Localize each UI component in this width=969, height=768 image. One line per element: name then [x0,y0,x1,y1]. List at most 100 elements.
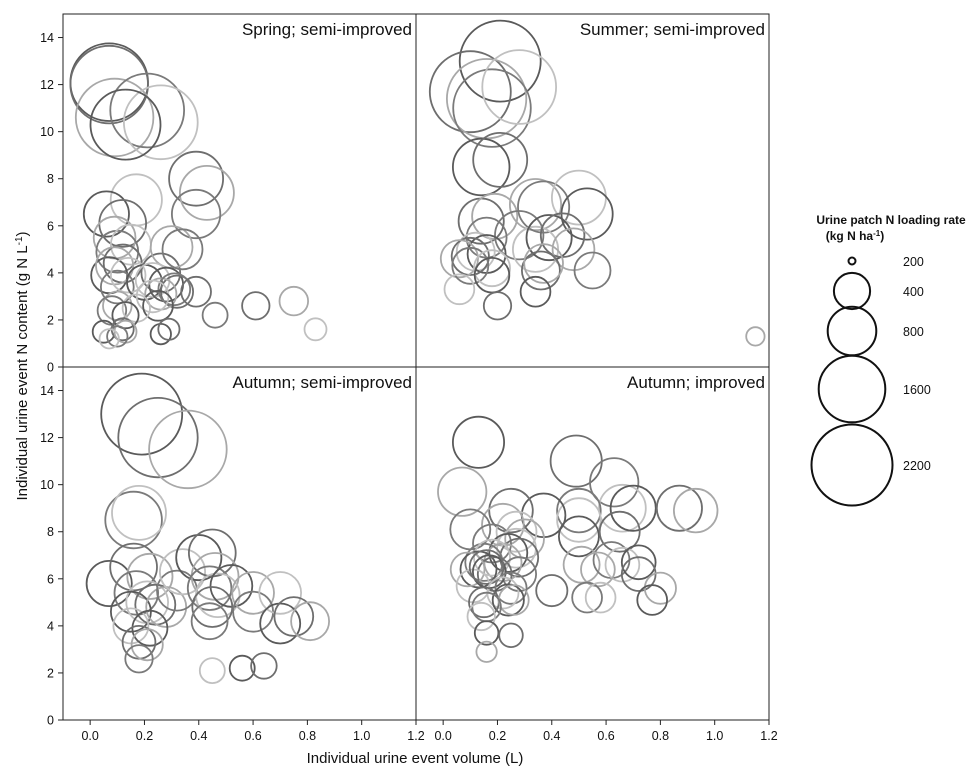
panel-2: Summer; semi-improved [415,13,770,368]
data-point [452,137,511,197]
data-point [468,549,505,585]
data-points [437,415,719,663]
panel-frame [62,366,417,721]
data-point [130,628,164,662]
data-points [428,19,766,347]
data-point [428,50,512,134]
data-point [508,178,562,232]
legend-circle [810,423,894,507]
data-point [109,257,147,294]
legend-entries: 200 400 800 1600 2200 [810,255,931,507]
data-point [573,251,612,290]
panel-title: Summer; semi-improved [580,20,765,39]
data-point [231,571,275,615]
panel-frame [415,13,770,368]
data-point [449,551,486,588]
data-point [258,571,303,615]
x-tick-label: 1.0 [706,729,723,743]
data-point [556,497,602,543]
data-point [589,457,640,508]
data-point [191,586,234,628]
x-tick-label: 0.4 [543,729,560,743]
data-point [111,301,140,330]
x-tick-label: 0.0 [434,729,451,743]
data-point [228,654,256,682]
data-point [491,583,525,617]
data-point [655,484,703,532]
data-point [466,601,496,632]
y-tick-label: 8 [47,172,54,186]
legend-title: Urine patch N loading rate [816,213,966,227]
panel-4: Autumn; improved 0.0 0.2 0.4 0.6 0.8 1.0 1.2 [415,366,778,743]
data-point [443,273,476,306]
data-points [85,372,331,684]
y-tick-label: 14 [40,31,54,45]
legend-subtitle: (kg N ha-1) [826,229,884,244]
data-point [598,510,641,553]
panel-title: Autumn; improved [627,373,765,392]
y-tick-label: 4 [47,619,54,633]
data-point [598,483,647,533]
data-point [109,590,152,633]
data-point [519,275,552,308]
y-axis-label: Individual urine event N content (g N L-… [14,231,32,500]
data-points [69,42,328,350]
data-point [92,215,137,260]
x-tick-label: 0.6 [244,729,261,743]
data-point [175,534,223,582]
data-point [488,487,534,534]
data-point [157,317,181,341]
data-point [494,210,545,261]
data-point [180,275,212,308]
legend-label: 2200 [903,459,931,473]
data-point [525,214,573,262]
x-tick-label: 0.4 [190,729,207,743]
legend-circle [817,354,887,424]
data-point [636,584,668,616]
x-tick-label: 1.0 [353,729,370,743]
data-point [473,538,511,577]
y-tick-label: 6 [47,219,54,233]
data-point [273,596,315,637]
x-tick-label: 1.2 [407,729,424,743]
data-point [498,622,524,649]
data-point [126,552,174,600]
data-point [201,301,229,329]
data-point [558,515,600,558]
data-point [98,199,147,248]
y-tick-label: 2 [47,666,54,680]
y-tick-label: 12 [40,431,54,445]
data-point [643,571,677,605]
legend-label: 200 [903,255,924,269]
data-point [439,239,479,279]
panel-title: Autumn; semi-improved [232,373,412,392]
data-point [521,250,561,291]
panel-frame [62,13,417,368]
data-point [168,150,225,207]
x-tick-label: 0.2 [136,729,153,743]
y-tick-label: 12 [40,78,54,92]
data-point [278,285,310,317]
data-point [124,644,154,674]
data-point [458,19,542,103]
x-axis-label: Individual urine event volume (L) [307,750,524,767]
data-point [451,415,505,469]
data-point [186,565,233,611]
legend-label: 1600 [903,383,931,397]
data-point [290,601,331,642]
panels: Spring; semi-improved 0 2 4 6 8 10 12 14 Summer; … [40,13,778,743]
data-point [241,291,271,321]
data-point [148,266,185,303]
data-point [190,602,229,641]
panel-frame [415,366,770,721]
data-point [74,77,155,158]
data-point [673,487,719,534]
data-point [148,409,228,490]
data-point [551,227,596,272]
data-point [303,317,328,342]
data-point [123,84,199,161]
data-point [85,560,133,608]
y-tick-label: 10 [40,478,54,492]
y-tick-label: 0 [47,361,54,375]
